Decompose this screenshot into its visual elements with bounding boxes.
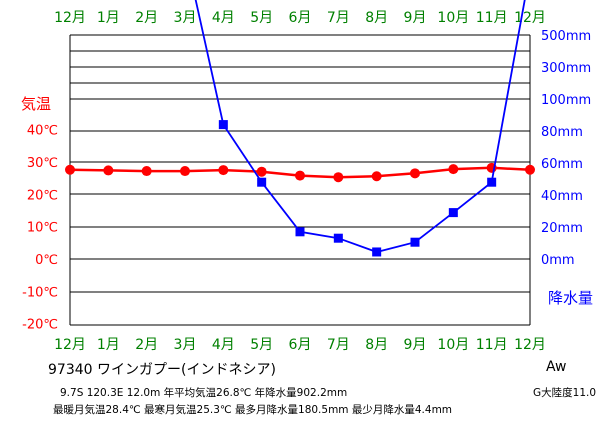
month-label-top: 6月: [289, 10, 312, 26]
month-label-top: 12月: [54, 10, 86, 26]
month-label-bottom: 10月: [437, 337, 469, 353]
month-label-top: 4月: [212, 10, 235, 26]
month-label-bottom: 3月: [174, 337, 197, 353]
temperature-tick-label: 30℃: [27, 156, 58, 171]
precipitation-tick-label: 0mm: [541, 253, 575, 268]
precipitation-tick-label: 500mm: [541, 29, 591, 44]
precipitation-axis-title: 降水量: [548, 289, 593, 307]
precipitation-tick-label: 300mm: [541, 61, 591, 76]
temperature-point: [295, 170, 305, 181]
month-label-bottom: 5月: [250, 337, 273, 353]
month-label-top: 1月: [97, 10, 120, 26]
month-label-top: 9月: [404, 10, 427, 26]
temperature-point: [180, 166, 190, 177]
month-label-bottom: 7月: [327, 337, 350, 353]
temperature-tick-label: -20℃: [22, 318, 58, 333]
precipitation-tick-label: 20mm: [541, 221, 583, 236]
month-label-top: 12月: [514, 10, 546, 26]
month-label-bottom: 2月: [135, 337, 158, 353]
precipitation-point: [448, 208, 458, 218]
month-label-bottom: 12月: [514, 337, 546, 353]
grid-lines: [69, 34, 531, 326]
temperature-point: [256, 166, 267, 177]
temperature-tick-label: -10℃: [22, 285, 58, 300]
temperature-point: [525, 164, 535, 175]
month-label-top: 5月: [250, 10, 273, 26]
precipitation-point: [295, 227, 305, 237]
temperature-point: [448, 164, 459, 175]
month-label-bottom: 9月: [404, 337, 427, 353]
month-label-bottom: 11月: [476, 337, 508, 353]
temperature-tick-label: 10℃: [27, 221, 58, 236]
month-label-bottom: 6月: [289, 337, 312, 353]
temperature-tick-label: 40℃: [27, 124, 58, 139]
precipitation-point: [218, 120, 228, 130]
data-marks: [65, 0, 535, 257]
temperature-point: [218, 165, 229, 176]
temperature-point: [371, 171, 382, 182]
precipitation-point: [410, 237, 420, 247]
month-label-bottom: 12月: [54, 337, 86, 353]
month-label-top: 11月: [476, 10, 508, 26]
month-label-top: 7月: [327, 10, 350, 26]
precipitation-point: [257, 177, 267, 187]
month-label-top: 3月: [174, 10, 197, 26]
temperature-point: [333, 172, 344, 183]
station-info-line1: 9.7S 120.3E 12.0m 年平均気温26.8℃ 年降水量902.2mm: [60, 387, 348, 399]
precipitation-tick-label: 40mm: [541, 189, 583, 204]
precipitation-point: [372, 247, 382, 257]
precipitation-point: [333, 233, 343, 243]
temperature-axis-title: 気温: [21, 95, 51, 113]
precipitation-line: [194, 0, 526, 253]
month-label-top: 10月: [437, 10, 469, 26]
temperature-point: [141, 166, 152, 177]
precipitation-point: [487, 177, 497, 187]
month-label-bottom: 1月: [97, 337, 120, 353]
precipitation-tick-label: 60mm: [541, 157, 583, 172]
climate-class: Aw: [546, 359, 567, 375]
month-label-top: 2月: [135, 10, 158, 26]
axis-labels: 12月 1月 2月 3月 4月 5月 6月 7月 8月 9月 10月 11月 12月 12月 1月 2月 3月 4…: [21, 10, 593, 353]
continentality-index: G大陸度11.0: [533, 387, 597, 399]
station-info-line2: 最暖月気温28.4℃ 最寒月気温25.3℃ 最多月降水量180.5mm 最少月降…: [53, 404, 453, 416]
temperature-point: [103, 165, 114, 176]
month-label-bottom: 8月: [365, 337, 388, 353]
station-name: 97340 ワインガプー(インドネシア): [48, 362, 276, 378]
precipitation-tick-label: 80mm: [541, 125, 583, 140]
temperature-point: [65, 164, 75, 175]
temperature-tick-label: 20℃: [27, 188, 58, 203]
month-label-top: 8月: [365, 10, 388, 26]
temperature-tick-label: 0℃: [35, 253, 58, 268]
month-label-bottom: 4月: [212, 337, 235, 353]
temperature-point: [410, 168, 420, 179]
precipitation-tick-label: 100mm: [541, 93, 591, 108]
